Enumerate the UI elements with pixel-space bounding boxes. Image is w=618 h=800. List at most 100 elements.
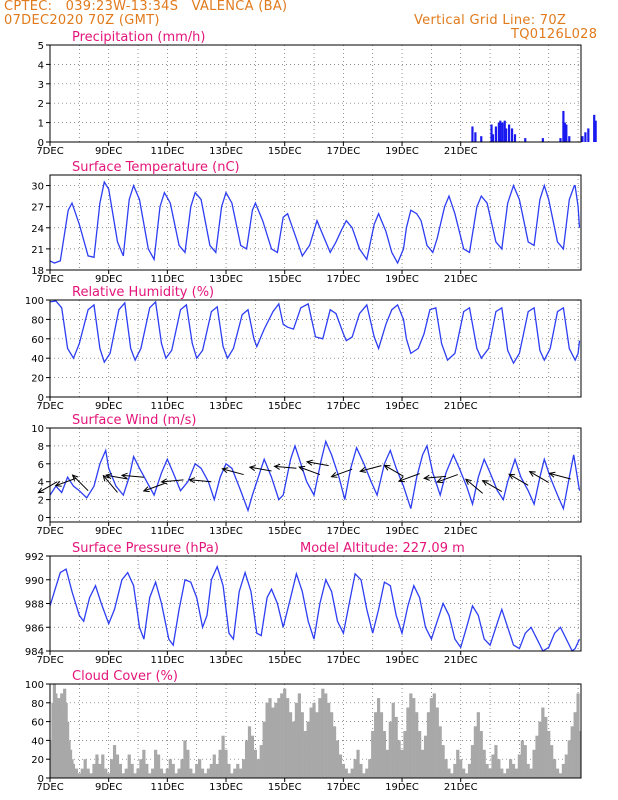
bar: [124, 768, 128, 778]
bar: [297, 693, 301, 778]
bar: [321, 688, 325, 778]
bar: [544, 716, 548, 778]
bar: [555, 768, 560, 778]
panel-title: Surface Wind (m/s): [72, 413, 196, 428]
bar: [444, 759, 448, 778]
bar: [500, 768, 504, 778]
bar: [547, 731, 551, 778]
bar: [497, 122, 500, 142]
bar: [250, 735, 255, 778]
wind-arrow: [249, 466, 272, 472]
x-tick-label: 7DEC: [36, 401, 63, 412]
wind-arrowhead: [221, 467, 229, 474]
bar: [471, 126, 474, 142]
x-tick-label: 9DEC: [95, 146, 122, 157]
run-time-header: 07DEC2020 70Z (GMT): [4, 13, 160, 28]
bar: [462, 768, 466, 778]
bar: [441, 745, 445, 778]
bar: [473, 726, 477, 778]
bar: [388, 721, 392, 778]
bar: [218, 749, 222, 778]
bar: [552, 759, 557, 778]
bar: [420, 749, 425, 778]
x-tick-label: 15DEC: [268, 146, 302, 157]
bar: [491, 134, 495, 142]
bar: [268, 698, 272, 778]
bar: [115, 754, 120, 778]
x-tick-label: 17DEC: [327, 401, 361, 412]
bar: [412, 698, 416, 778]
bar: [563, 122, 566, 142]
x-tick-label: 17DEC: [327, 274, 361, 285]
y-tick-label: 0: [38, 514, 44, 525]
wind-arrowhead: [120, 472, 128, 479]
panel-cloud: 0 20 40 60 80 100 7DEC 9DEC 11DEC 13DEC 15DEC 17DEC…: [25, 669, 582, 793]
panel-title: Surface Temperature (nC): [72, 160, 240, 175]
bar: [508, 124, 511, 142]
x-tick-label: 19DEC: [385, 655, 419, 666]
bar: [104, 768, 108, 778]
bar: [306, 721, 310, 778]
grid-line-note: Vertical Grid Line: 70Z: [414, 13, 567, 28]
wind-arrowhead: [330, 472, 338, 478]
bar: [139, 759, 143, 778]
x-tick-label: 9DEC: [95, 274, 122, 285]
wind-arrowhead: [248, 465, 256, 472]
series-line: [49, 300, 581, 365]
bar: [570, 726, 574, 778]
x-tick-label: 7DEC: [36, 782, 63, 793]
bar: [347, 773, 351, 778]
bar: [594, 120, 597, 142]
bar: [541, 138, 544, 142]
bar: [262, 721, 266, 778]
panel-frame: [49, 683, 582, 779]
bar: [118, 763, 123, 778]
bar: [593, 114, 596, 142]
wind-arrow: [72, 474, 89, 492]
bar: [101, 754, 105, 778]
y-tick-label: 984: [25, 647, 44, 658]
panel-title: Precipitation (mm/h): [72, 30, 205, 45]
bar: [280, 693, 284, 778]
bar: [265, 702, 269, 778]
wind-arrow: [482, 480, 503, 492]
wind-arrowhead: [37, 487, 45, 494]
wind-arrow: [398, 473, 420, 482]
bar: [183, 740, 187, 778]
bar: [479, 731, 483, 778]
bar: [494, 745, 498, 778]
y-tick-label: 1: [38, 119, 44, 130]
bar: [338, 754, 343, 778]
series-line: [49, 439, 581, 513]
bar: [74, 768, 79, 778]
bar: [565, 124, 568, 142]
bar: [406, 707, 410, 778]
wind-arrowhead: [359, 466, 367, 473]
y-tick-label: 10: [31, 424, 44, 435]
bar: [127, 754, 131, 778]
bar: [294, 702, 299, 778]
bar: [221, 735, 225, 778]
wind-arrowhead: [142, 486, 150, 493]
x-tick-label: 11DEC: [150, 274, 184, 285]
bar: [517, 754, 521, 778]
bar: [98, 763, 102, 778]
bar: [198, 759, 202, 778]
x-tick-label: 13DEC: [209, 526, 243, 537]
bar: [558, 773, 563, 778]
bar: [156, 754, 161, 778]
bar: [397, 740, 401, 778]
wind-arrowhead: [102, 474, 110, 482]
bar: [456, 749, 460, 778]
y-tick-label: 80: [31, 699, 44, 710]
wind-arrowhead: [188, 477, 196, 484]
bar: [559, 138, 562, 142]
y-tick-label: 6: [38, 460, 44, 471]
bar: [309, 707, 313, 778]
bar: [435, 707, 439, 778]
bar: [564, 754, 568, 778]
bar: [365, 768, 369, 778]
y-tick-label: 2: [38, 99, 44, 110]
wind-arrowhead: [383, 464, 391, 471]
wind-arrow: [331, 468, 353, 478]
